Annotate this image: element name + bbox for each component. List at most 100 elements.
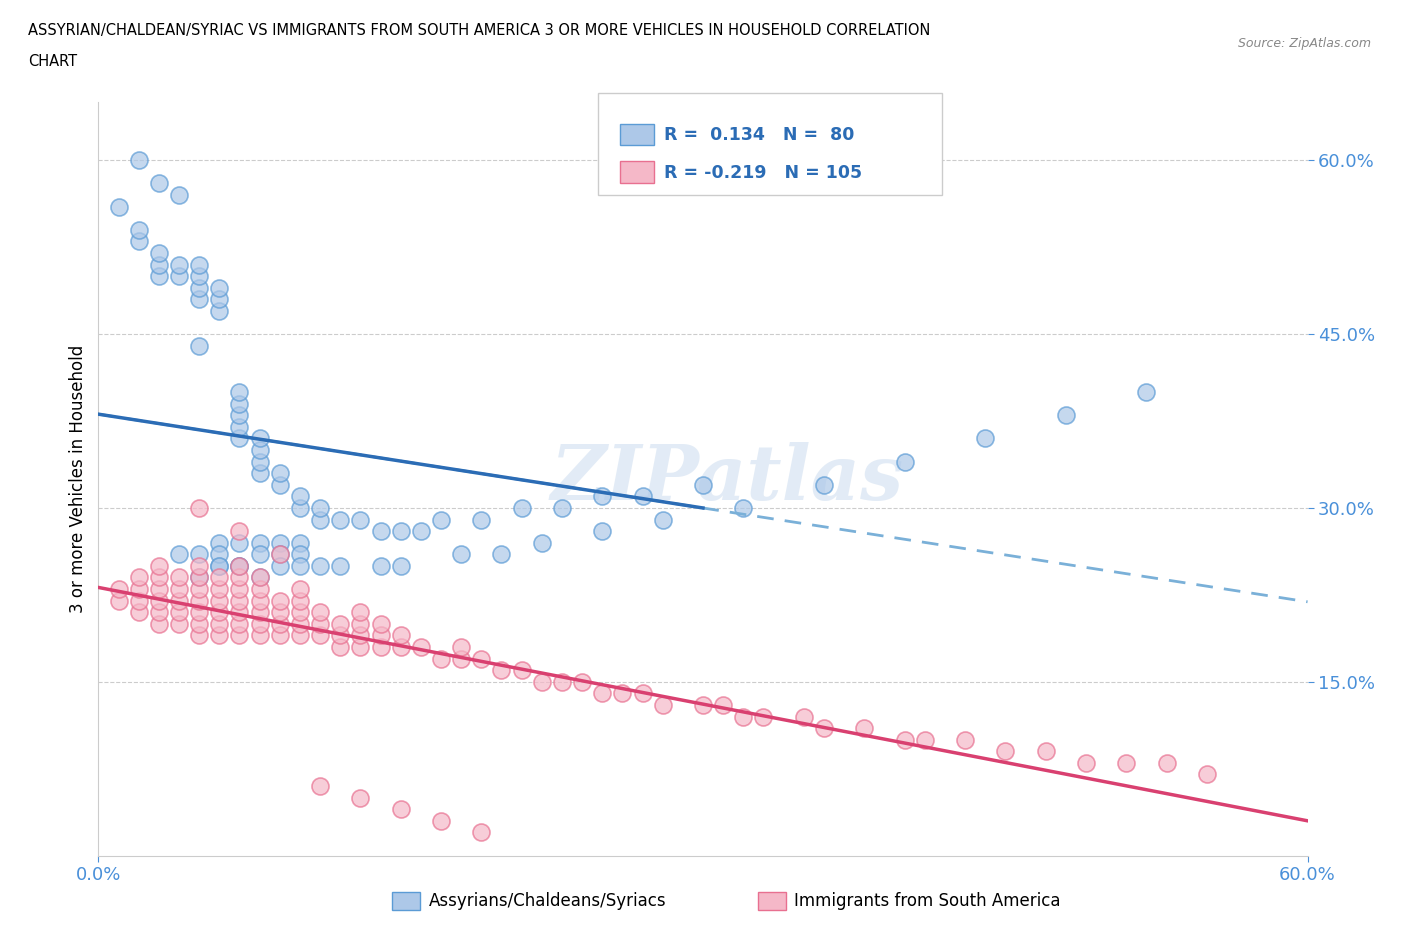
Point — [128, 581, 150, 596]
Point — [269, 604, 291, 619]
Point — [269, 617, 291, 631]
Point — [430, 814, 453, 829]
Point — [228, 604, 250, 619]
Point — [1195, 767, 1218, 782]
Point — [148, 269, 170, 284]
Point — [329, 617, 352, 631]
Point — [389, 640, 412, 655]
Point — [148, 617, 170, 631]
Point — [188, 581, 211, 596]
Point — [994, 744, 1017, 759]
Point — [389, 524, 412, 538]
Point — [269, 466, 291, 481]
Point — [228, 570, 250, 585]
Point — [752, 709, 775, 724]
Point — [148, 257, 170, 272]
Point — [167, 593, 190, 608]
Point — [208, 617, 231, 631]
Point — [853, 721, 876, 736]
Point — [128, 604, 150, 619]
Point — [288, 489, 311, 504]
Point — [128, 222, 150, 237]
Point — [167, 547, 190, 562]
Point — [288, 536, 311, 551]
Point — [631, 686, 654, 701]
Point — [370, 628, 392, 643]
Point — [510, 500, 533, 515]
Point — [208, 628, 231, 643]
Point — [370, 617, 392, 631]
Text: CHART: CHART — [28, 54, 77, 69]
Point — [409, 524, 432, 538]
Text: Assyrians/Chaldeans/Syriacs: Assyrians/Chaldeans/Syriacs — [429, 892, 666, 910]
Point — [128, 570, 150, 585]
Point — [651, 512, 673, 527]
Point — [208, 593, 231, 608]
Point — [1054, 407, 1077, 422]
Point — [228, 536, 250, 551]
Point — [551, 500, 574, 515]
Point — [974, 431, 997, 445]
Point — [450, 651, 472, 666]
Text: Immigrants from South America: Immigrants from South America — [794, 892, 1062, 910]
Point — [450, 547, 472, 562]
Point — [249, 570, 271, 585]
Point — [692, 477, 714, 492]
Point — [309, 617, 332, 631]
Point — [309, 512, 332, 527]
Point — [510, 663, 533, 678]
Point — [470, 651, 492, 666]
Point — [128, 593, 150, 608]
Point — [349, 628, 371, 643]
Point — [893, 732, 915, 747]
Point — [450, 640, 472, 655]
Point — [269, 628, 291, 643]
Point — [329, 512, 352, 527]
Point — [249, 431, 271, 445]
Point — [188, 593, 211, 608]
Point — [249, 617, 271, 631]
Point — [893, 454, 915, 469]
Point — [269, 593, 291, 608]
Point — [349, 640, 371, 655]
Point — [530, 536, 553, 551]
Point — [107, 593, 129, 608]
Point — [349, 512, 371, 527]
Point — [288, 581, 311, 596]
Point — [249, 581, 271, 596]
Point — [349, 617, 371, 631]
Text: R = -0.219   N = 105: R = -0.219 N = 105 — [664, 164, 862, 181]
Point — [228, 524, 250, 538]
Point — [167, 257, 190, 272]
Point — [148, 593, 170, 608]
Point — [228, 385, 250, 400]
Point — [188, 570, 211, 585]
Point — [389, 558, 412, 573]
Point — [249, 593, 271, 608]
Point — [208, 558, 231, 573]
Point — [188, 558, 211, 573]
Point — [269, 558, 291, 573]
Point — [288, 604, 311, 619]
Point — [309, 628, 332, 643]
Point — [188, 339, 211, 353]
Point — [208, 292, 231, 307]
Point — [349, 604, 371, 619]
Point — [288, 547, 311, 562]
Point — [208, 570, 231, 585]
Point — [329, 558, 352, 573]
Point — [329, 640, 352, 655]
Point — [228, 581, 250, 596]
Point — [148, 558, 170, 573]
Point — [389, 628, 412, 643]
Point — [148, 246, 170, 260]
Point — [329, 628, 352, 643]
Point — [208, 558, 231, 573]
Point — [249, 466, 271, 481]
Point — [188, 257, 211, 272]
Point — [269, 547, 291, 562]
Point — [530, 674, 553, 689]
Point — [349, 790, 371, 805]
Point — [167, 604, 190, 619]
Point — [208, 604, 231, 619]
